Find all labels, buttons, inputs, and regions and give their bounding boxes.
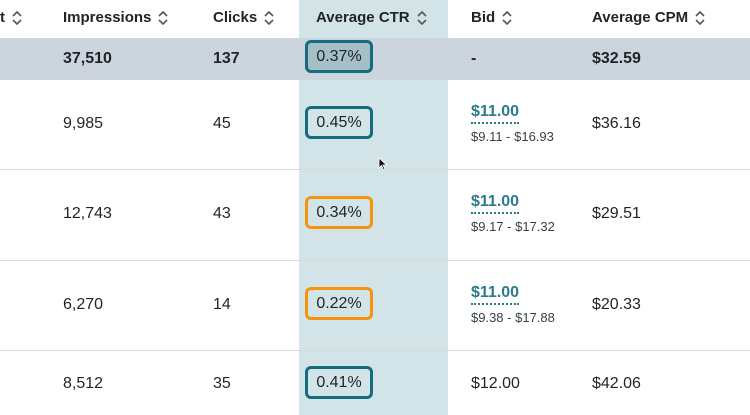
row-ctr-value: 0.22%	[316, 294, 362, 312]
table-row: 12,743 43 0.34% $11.00 $9.17 - $17.32 $2…	[0, 170, 750, 260]
row-cpm: $20.33	[592, 296, 641, 313]
sort-icon[interactable]	[12, 10, 22, 26]
total-bid: -	[471, 50, 477, 67]
row-ctr-value: 0.34%	[316, 203, 362, 221]
column-header-average-ctr-label: Average CTR	[316, 9, 410, 26]
row-ctr-value: 0.45%	[316, 113, 362, 131]
row-bid: $12.00	[471, 375, 520, 392]
bid-link[interactable]: $11.00	[471, 193, 520, 214]
sort-icon[interactable]	[417, 10, 427, 26]
bid-link[interactable]: $11.00	[471, 284, 520, 305]
row-divider	[0, 350, 750, 351]
row-impressions: 12,743	[63, 205, 112, 222]
table-row: 6,270 14 0.22% $11.00 $9.38 - $17.88 $20…	[0, 261, 750, 350]
column-header-average-cpm[interactable]: Average CPM	[592, 9, 705, 26]
column-header-clicks-label: Clicks	[213, 9, 258, 26]
total-cpm: $32.59	[592, 50, 641, 67]
row-ctr-value: 0.41%	[316, 373, 362, 391]
column-header-bid-label: Bid	[471, 9, 496, 26]
row-impressions: 9,985	[63, 115, 104, 132]
mouse-pointer-icon	[378, 157, 388, 176]
row-ctr-badge: 0.45%	[305, 106, 373, 139]
table-header: t Impressions Clicks Average CTR Bid Ave…	[0, 0, 750, 38]
row-clicks: 45	[213, 115, 231, 132]
row-clicks: 35	[213, 375, 231, 392]
row-impressions: 6,270	[63, 296, 104, 313]
column-header-bid[interactable]: Bid	[471, 9, 512, 26]
row-ctr-badge: 0.22%	[305, 287, 373, 320]
bid-link[interactable]: $11.00	[471, 103, 520, 124]
sort-icon[interactable]	[158, 10, 168, 26]
table-row: 8,512 35 0.41% $12.00 $42.06	[0, 351, 750, 415]
row-divider	[0, 169, 750, 170]
row-clicks: 43	[213, 205, 231, 222]
column-header-impressions[interactable]: Impressions	[63, 9, 168, 26]
table-row: 9,985 45 0.45% $11.00 $9.11 - $16.93 $36…	[0, 80, 750, 170]
row-ctr-badge: 0.34%	[305, 196, 373, 229]
total-ctr-badge: 0.37%	[305, 40, 373, 73]
sort-icon[interactable]	[264, 10, 274, 26]
row-cpm: $42.06	[592, 375, 641, 392]
row-clicks: 14	[213, 296, 231, 313]
row-ctr-badge: 0.41%	[305, 366, 373, 399]
row-cpm: $36.16	[592, 115, 641, 132]
sort-icon[interactable]	[695, 10, 705, 26]
column-header-partial[interactable]: t	[0, 9, 22, 26]
total-clicks: 137	[213, 50, 240, 67]
column-header-average-ctr[interactable]: Average CTR	[316, 9, 427, 26]
row-divider	[0, 260, 750, 261]
column-header-impressions-label: Impressions	[63, 9, 152, 26]
total-impressions: 37,510	[63, 50, 112, 67]
total-ctr-value: 0.37%	[316, 47, 362, 65]
bid-range: $9.38 - $17.88	[471, 310, 555, 325]
column-header-clicks[interactable]: Clicks	[213, 9, 274, 26]
row-impressions: 8,512	[63, 375, 104, 392]
bid-range: $9.17 - $17.32	[471, 219, 555, 234]
table-row-total: 37,510 137 0.37% - $32.59	[0, 38, 750, 80]
bid-range: $9.11 - $16.93	[471, 129, 554, 144]
sort-icon[interactable]	[502, 10, 512, 26]
column-header-partial-label: t	[0, 9, 5, 26]
column-header-average-cpm-label: Average CPM	[592, 9, 689, 26]
row-cpm: $29.51	[592, 205, 641, 222]
